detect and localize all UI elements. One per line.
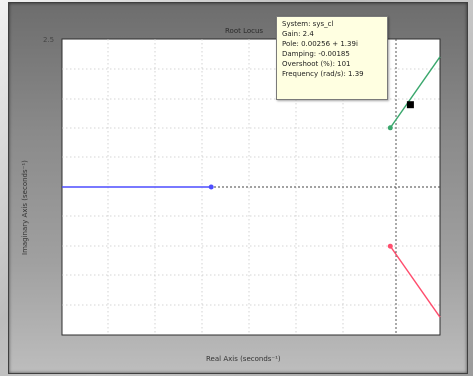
datatip-marker[interactable] xyxy=(406,101,414,109)
datatip-overshoot: Overshoot (%): 101 xyxy=(282,60,351,68)
datatip-damping: Damping: -0.00185 xyxy=(282,50,350,58)
pole-marker-red[interactable] xyxy=(387,243,393,249)
locus-branch-red[interactable] xyxy=(389,245,441,318)
pole-marker-blue[interactable] xyxy=(208,184,214,190)
horizontal-grid-lines xyxy=(62,68,440,306)
y-tick-top: 2.5 xyxy=(43,36,54,44)
data-tip[interactable]: System: sys_cl Gain: 2.4 Pole: 0.00256 +… xyxy=(276,16,388,100)
y-axis-label: Imaginary Axis (seconds⁻¹) xyxy=(21,160,29,255)
datatip-gain: Gain: 2.4 xyxy=(282,30,314,38)
x-axis-label: Real Axis (seconds⁻¹) xyxy=(206,355,281,363)
pole-marker-green[interactable] xyxy=(387,125,393,131)
datatip-pole: Pole: 0.00256 + 1.39i xyxy=(282,40,358,48)
locus-branch-green[interactable] xyxy=(389,56,441,129)
plot-title: Root Locus xyxy=(225,27,263,35)
datatip-frequency: Frequency (rad/s): 1.39 xyxy=(282,70,364,78)
datatip-system: System: sys_cl xyxy=(282,20,334,28)
